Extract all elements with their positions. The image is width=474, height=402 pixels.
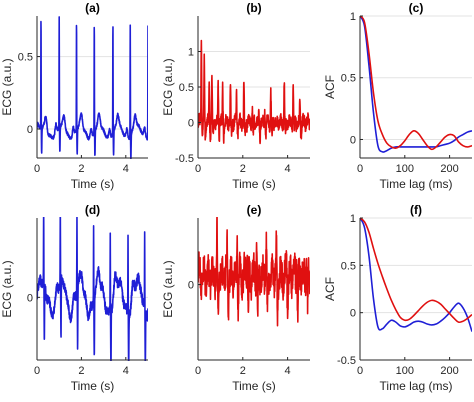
y-tick-label-a-0: 0 — [27, 124, 33, 136]
x-tick-label-d-0: 0 — [34, 365, 40, 377]
x-tick-label-a-2: 4 — [123, 163, 129, 175]
y-tick-label-b-1: 0 — [188, 118, 194, 130]
y-tick-label-f-0: -0.5 — [337, 355, 356, 367]
x-tick-label-c-1: 100 — [396, 163, 414, 175]
y-axis-label-d: ECG (a.u.) — [0, 260, 14, 317]
panel-title-c: (c) — [409, 1, 424, 15]
y-axis-label-f: ACF — [323, 277, 337, 301]
y-tick-label-c-1: 0.5 — [341, 73, 356, 85]
x-axis-label-a: Time (s) — [71, 177, 115, 191]
x-tick-label-e-1: 2 — [240, 365, 246, 377]
panel-f: 0 100 200-0.500.51(f)Time lag (ms)ACF — [323, 203, 472, 393]
series-line-d-0 — [37, 217, 148, 361]
x-tick-label-c-0: 0 — [357, 163, 363, 175]
x-tick-label-f-0: 0 — [357, 365, 363, 377]
y-axis-label-a: ECG (a.u.) — [0, 58, 14, 115]
x-axis-label-d: Time (s) — [71, 379, 115, 393]
series-line-f-0 — [360, 217, 472, 332]
x-tick-label-c-2: 200 — [440, 163, 458, 175]
x-axis-label-c: Time lag (ms) — [380, 177, 453, 191]
y-tick-label-b-2: 0.5 — [179, 82, 194, 94]
y-tick-label-c-2: 1 — [350, 11, 356, 23]
series-line-a-0 — [37, 16, 148, 159]
x-tick-label-f-1: 100 — [396, 365, 414, 377]
series-line-f-1 — [360, 217, 472, 324]
panel-title-f: (f) — [410, 203, 422, 217]
panel-title-a: (a) — [85, 1, 100, 15]
y-tick-label-e-0: 0 — [188, 280, 194, 292]
panel-e: 0 2 4 0 (e) Time (s) ECG (a.u.) — [161, 203, 310, 393]
x-tick-label-e-2: 4 — [285, 365, 291, 377]
x-tick-label-d-2: 4 — [123, 365, 129, 377]
y-axis-label-e: ECG (a.u.) — [161, 260, 175, 317]
y-tick-label-b-3: 1 — [188, 47, 194, 59]
x-tick-label-e-0: 0 — [195, 365, 201, 377]
y-tick-label-f-1: 0 — [350, 308, 356, 320]
x-tick-label-b-1: 2 — [240, 163, 246, 175]
x-axis-label-f: Time lag (ms) — [380, 379, 453, 393]
y-tick-label-d-0: 0 — [27, 292, 33, 304]
y-axis-label-b: ECG (a.u.) — [161, 58, 175, 115]
x-tick-label-a-1: 2 — [78, 163, 84, 175]
panel-a: 0 2 4 0 0.5 (a) Time (s) ECG (a.u.) — [0, 1, 148, 191]
panel-c: 0 100 200 0 0.5 1 (c) Time lag (ms) ACF — [323, 1, 472, 191]
x-tick-label-f-2: 200 — [440, 365, 458, 377]
x-tick-label-b-2: 4 — [285, 163, 291, 175]
y-tick-label-a-1: 0.5 — [18, 52, 33, 64]
panel-b: 0 2 4-0.500.51(b)Time (s)ECG (a.u.) — [161, 1, 310, 191]
panel-title-d: (d) — [85, 203, 100, 217]
panel-d: 0 2 4 0 (d) Time (s) ECG (a.u.) — [0, 203, 148, 393]
y-tick-label-b-0: -0.5 — [175, 153, 194, 165]
x-tick-label-d-1: 2 — [78, 365, 84, 377]
x-tick-label-a-0: 0 — [34, 163, 40, 175]
y-axis-label-c: ACF — [323, 75, 337, 99]
x-tick-label-b-0: 0 — [195, 163, 201, 175]
x-axis-label-e: Time (s) — [232, 379, 276, 393]
panel-title-b: (b) — [246, 1, 261, 15]
y-tick-label-f-3: 1 — [350, 213, 356, 225]
y-tick-label-c-0: 0 — [350, 134, 356, 146]
series-line-c-1 — [360, 15, 472, 151]
series-line-e-0 — [198, 217, 310, 327]
y-tick-label-f-2: 0.5 — [341, 260, 356, 272]
panel-title-e: (e) — [247, 203, 262, 217]
x-axis-label-b: Time (s) — [232, 177, 276, 191]
series-line-c-0 — [360, 15, 472, 153]
series-line-b-0 — [198, 39, 310, 145]
